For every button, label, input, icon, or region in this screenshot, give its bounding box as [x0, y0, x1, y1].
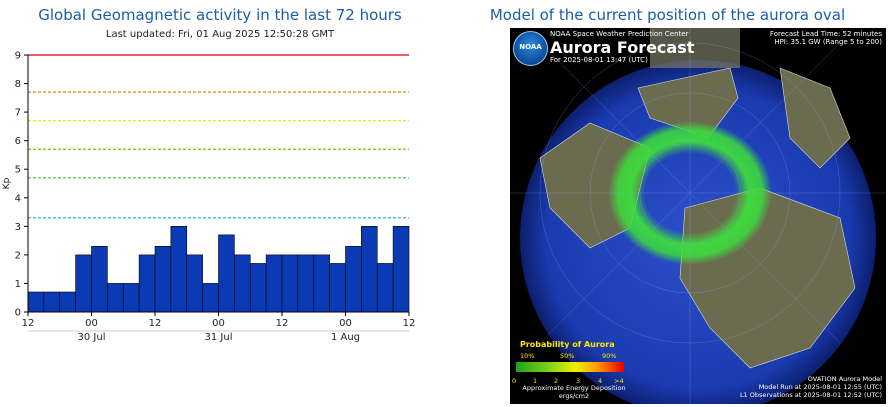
scale-label: 3 [576, 377, 581, 385]
y-tick-label: 1 [15, 279, 21, 290]
x-tick-label: 12 [149, 318, 162, 329]
l1-observations: L1 Observations at 2025-08-01 12:52 (UTC… [739, 391, 882, 399]
kp-last-updated: Last updated: Fri, 01 Aug 2025 12:50:28 … [105, 29, 335, 40]
probability-title: Probability of Aurora [520, 340, 615, 349]
x-tick-label: 12 [276, 318, 289, 329]
kp-bar [313, 254, 330, 313]
aurora-title: Model of the current position of the aur… [489, 6, 846, 24]
scale-label: >4 [614, 377, 624, 385]
kp-bar [202, 283, 219, 313]
graticule [510, 28, 886, 404]
x-tick-label: 12 [403, 318, 416, 329]
kp-bar [376, 263, 394, 313]
lead-time: Forecast Lead Time: 52 minutes [769, 30, 882, 38]
pct-label: 10% [520, 352, 535, 360]
scale-label: 2 [554, 377, 559, 385]
kp-bar [345, 246, 362, 313]
y-tick-label: 5 [15, 165, 21, 176]
scale-label: 0 [512, 377, 517, 385]
x-date-label: 31 Jul [205, 332, 233, 343]
forecast-title: Aurora Forecast [550, 38, 695, 57]
energy-label: Approximate Energy Deposition ergs/cm2 [522, 384, 626, 400]
hpi-value: HPI: 35.1 GW (Range 5 to 200) [774, 38, 882, 46]
probability-colorbar [516, 362, 624, 372]
kp-bar [265, 254, 283, 313]
y-tick-label: 9 [15, 51, 21, 62]
kp-bar [281, 254, 299, 313]
y-axis-label: Kp [2, 177, 12, 189]
y-tick-label: 0 [15, 308, 21, 319]
kp-bar [75, 254, 92, 313]
kp-bar [297, 254, 315, 313]
kp-bar [329, 263, 346, 313]
land-siberia [779, 67, 851, 169]
pct-label: 90% [602, 352, 617, 360]
forecast-time: For 2025-08-01 13:47 (UTC) [550, 56, 648, 64]
x-tick-label: 12 [22, 318, 35, 329]
kp-bar [91, 246, 108, 313]
kp-bar [122, 283, 140, 313]
noaa-logo: NOAA [513, 31, 548, 66]
kp-bar [43, 291, 61, 313]
kp-bar [170, 226, 188, 313]
y-tick-label: 2 [15, 250, 21, 261]
x-tick-label: 00 [212, 318, 225, 329]
kp-bar [138, 254, 156, 313]
y-tick-label: 4 [15, 193, 21, 204]
y-tick-label: 3 [15, 222, 21, 233]
x-tick-label: 00 [85, 318, 98, 329]
kp-bar [27, 291, 45, 313]
scale-label: 1 [533, 377, 538, 385]
model-name: OVATION Aurora Model [807, 375, 882, 383]
swpc-header: NOAA Space Weather Prediction Center [550, 30, 689, 38]
kp-title: Global Geomagnetic activity in the last … [38, 6, 402, 24]
kp-bar [392, 226, 410, 313]
daylight-region [650, 28, 740, 68]
kp-bar [234, 254, 251, 313]
x-date-label: 1 Aug [331, 332, 360, 343]
kp-bar [218, 234, 235, 313]
x-date-label: 30 Jul [78, 332, 106, 343]
kp-bar [186, 254, 203, 313]
kp-bar [154, 246, 172, 313]
y-tick-label: 6 [15, 136, 21, 147]
kp-bar [361, 226, 378, 313]
kp-bar [59, 291, 76, 313]
model-run: Model Run at 2025-08-01 12:55 (UTC) [758, 383, 882, 391]
kp-bar [107, 283, 124, 313]
y-tick-label: 8 [15, 79, 21, 90]
pct-label: 50% [560, 352, 575, 360]
kp-bar [249, 263, 267, 313]
aurora-map: NOAA NOAA Space Weather Prediction Cente… [510, 28, 886, 404]
y-tick-label: 7 [15, 108, 21, 119]
x-tick-label: 00 [339, 318, 352, 329]
scale-label: 4 [598, 377, 603, 385]
